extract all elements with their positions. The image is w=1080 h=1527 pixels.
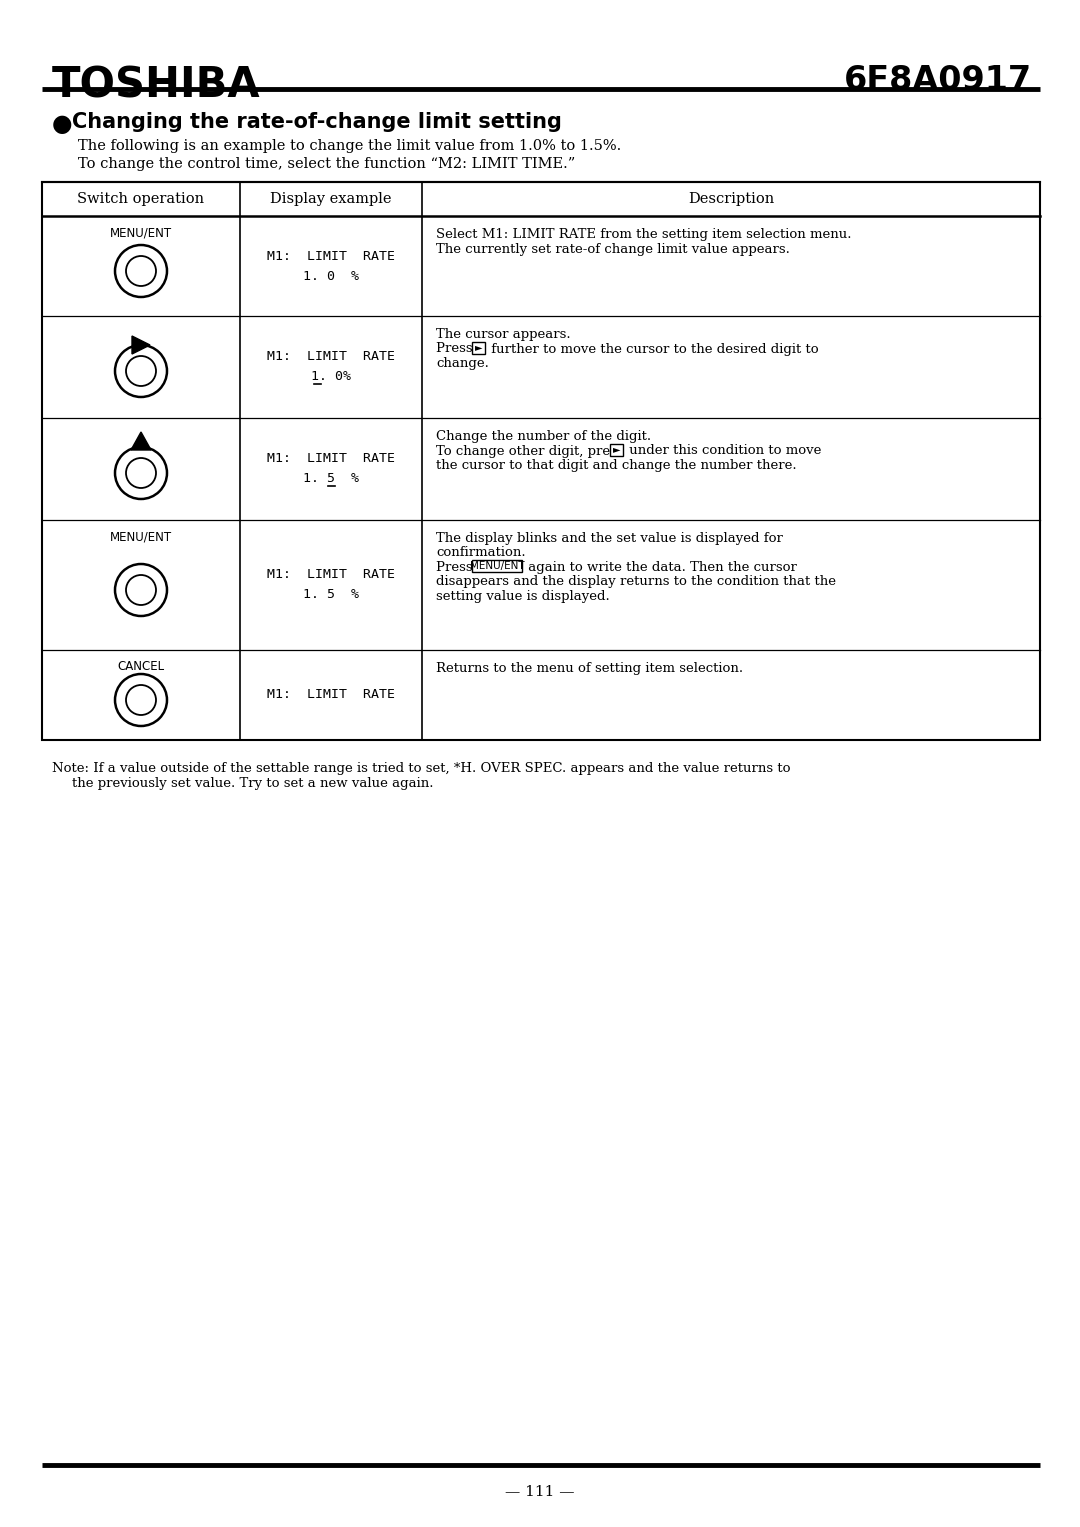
Text: M1:  LIMIT  RATE: M1: LIMIT RATE (267, 568, 395, 582)
Text: CANCEL: CANCEL (118, 660, 164, 673)
Text: confirmation.: confirmation. (436, 547, 526, 559)
Text: — 111 —: — 111 — (505, 1484, 575, 1500)
Text: Description: Description (688, 192, 774, 206)
Text: the cursor to that digit and change the number there.: the cursor to that digit and change the … (436, 460, 797, 472)
Text: under this condition to move: under this condition to move (625, 444, 822, 458)
Text: M1:  LIMIT  RATE: M1: LIMIT RATE (267, 452, 395, 466)
Text: M1:  LIMIT  RATE: M1: LIMIT RATE (267, 351, 395, 363)
Text: Display example: Display example (270, 192, 392, 206)
Text: The cursor appears.: The cursor appears. (436, 328, 570, 341)
Text: 6F8A0917: 6F8A0917 (843, 64, 1032, 98)
Text: 1. 0%: 1. 0% (311, 371, 351, 383)
Bar (472, 560, 522, 573)
Text: Changing the rate-of-change limit setting: Changing the rate-of-change limit settin… (72, 111, 562, 131)
Text: MENU/ENT: MENU/ENT (110, 226, 172, 240)
Text: Switch operation: Switch operation (78, 192, 204, 206)
Text: Note: If a value outside of the settable range is tried to set, *H. OVER SPEC. a: Note: If a value outside of the settable… (52, 762, 791, 776)
Bar (42, 182, 1040, 741)
Bar (610, 443, 623, 455)
Text: ►: ► (475, 342, 483, 353)
Text: further to move the cursor to the desired digit to: further to move the cursor to the desire… (487, 342, 819, 356)
Text: MENU/ENT: MENU/ENT (470, 560, 524, 571)
Text: change.: change. (436, 357, 489, 370)
Text: the previously set value. Try to set a new value again.: the previously set value. Try to set a n… (72, 777, 433, 789)
Text: setting value is displayed.: setting value is displayed. (436, 589, 610, 603)
Text: Press: Press (436, 342, 477, 356)
Text: The currently set rate-of change limit value appears.: The currently set rate-of change limit v… (436, 243, 789, 255)
Bar (472, 342, 485, 353)
Text: TOSHIBA: TOSHIBA (52, 64, 260, 105)
Text: 1. 5  %: 1. 5 % (303, 472, 359, 486)
Text: The following is an example to change the limit value from 1.0% to 1.5%.: The following is an example to change th… (78, 139, 621, 153)
Text: Returns to the menu of setting item selection.: Returns to the menu of setting item sele… (436, 663, 743, 675)
Text: ►: ► (612, 444, 620, 455)
Text: 1. 0  %: 1. 0 % (303, 269, 359, 282)
Text: M1:  LIMIT  RATE: M1: LIMIT RATE (267, 689, 395, 701)
Text: again to write the data. Then the cursor: again to write the data. Then the cursor (524, 560, 797, 574)
Text: MENU/ENT: MENU/ENT (110, 530, 172, 544)
Text: Press: Press (436, 560, 477, 574)
Text: disappears and the display returns to the condition that the: disappears and the display returns to th… (436, 576, 836, 588)
Text: Select M1: LIMIT RATE from the setting item selection menu.: Select M1: LIMIT RATE from the setting i… (436, 228, 851, 241)
Text: ●: ● (52, 111, 72, 136)
Polygon shape (131, 432, 151, 450)
Text: To change the control time, select the function “M2: LIMIT TIME.”: To change the control time, select the f… (78, 157, 576, 171)
Polygon shape (132, 336, 150, 354)
Text: 1. 5  %: 1. 5 % (303, 588, 359, 602)
Text: To change other digit, press: To change other digit, press (436, 444, 627, 458)
Text: The display blinks and the set value is displayed for: The display blinks and the set value is … (436, 531, 783, 545)
Text: M1:  LIMIT  RATE: M1: LIMIT RATE (267, 249, 395, 263)
Text: Change the number of the digit.: Change the number of the digit. (436, 431, 651, 443)
